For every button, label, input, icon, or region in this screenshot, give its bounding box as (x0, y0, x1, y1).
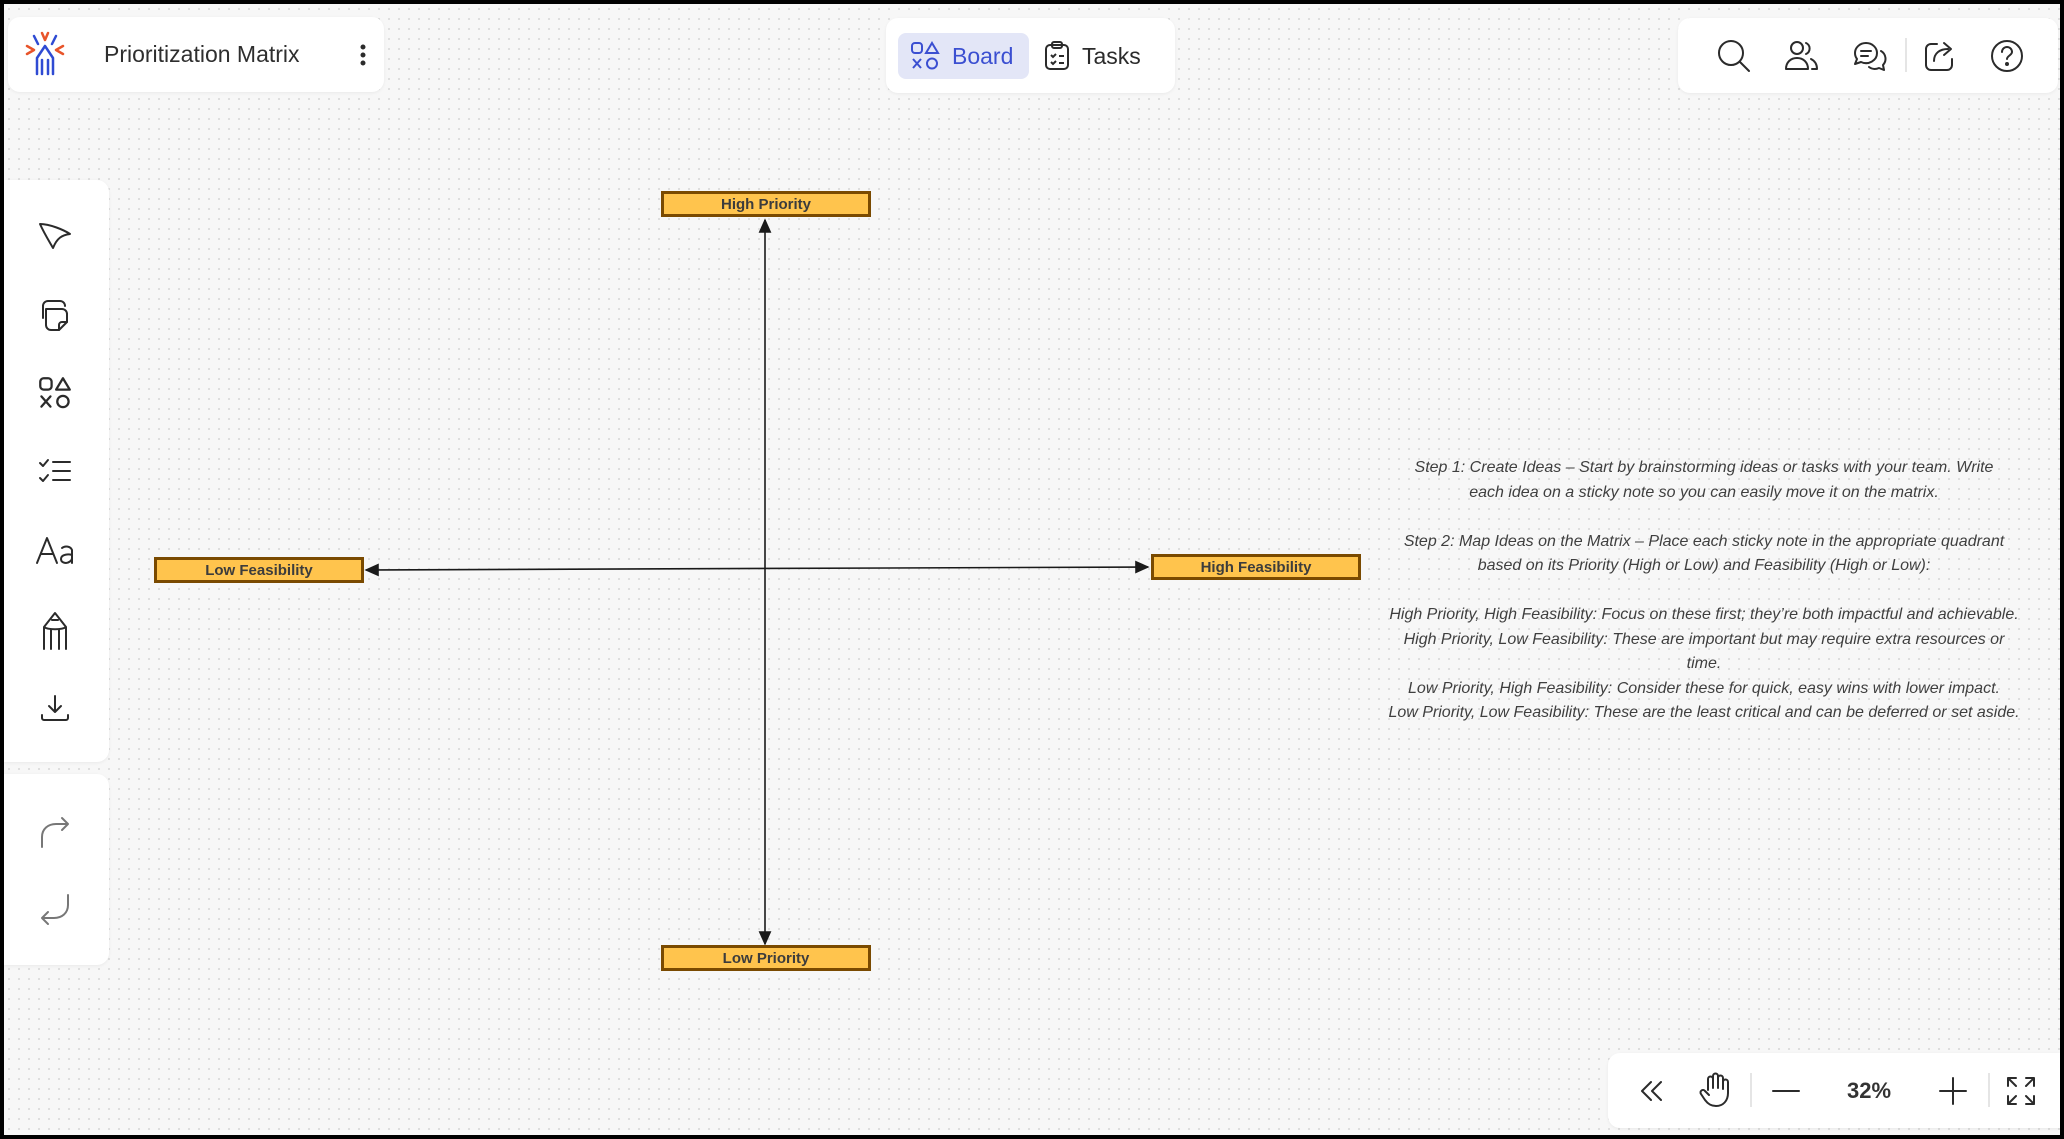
quadrant-high-low: High Priority, Low Feasibility: These ar… (1403, 630, 2005, 673)
share-icon[interactable] (1920, 36, 1960, 76)
fullscreen-icon[interactable] (2001, 1071, 2041, 1111)
zoom-in-icon[interactable] (1933, 1071, 1973, 1111)
toolbar-divider (1905, 38, 1907, 72)
tab-tasks-label: Tasks (1082, 42, 1141, 69)
label-low-priority[interactable]: Low Priority (661, 945, 871, 971)
shapes-icon (911, 41, 940, 70)
help-icon[interactable] (1987, 36, 2027, 76)
text-icon[interactable] (31, 528, 79, 572)
left-toolbar (4, 180, 109, 762)
instruction-step-1: Step 1: Create Ideas – Start by brainsto… (1414, 459, 1994, 501)
tab-board-label: Board (952, 42, 1014, 69)
feasibility-axis (364, 560, 1150, 577)
title-panel: Prioritization Matrix (8, 17, 384, 92)
quadrant-low-high: Low Priority, High Feasibility: Consider… (1408, 679, 2000, 697)
kebab-menu-icon[interactable] (348, 39, 378, 71)
zoom-divider (1750, 1073, 1752, 1107)
clipboard-icon (1045, 41, 1069, 70)
sticky-note-icon[interactable] (33, 293, 77, 337)
comments-icon[interactable] (1849, 36, 1889, 76)
quadrant-high-high: High Priority, High Feasibility: Focus o… (1389, 606, 2019, 623)
quadrant-low-low: Low Priority, Low Feasibility: These are… (1388, 704, 2020, 721)
history-toolbar (4, 774, 109, 965)
top-right-toolbar (1678, 18, 2058, 93)
users-icon[interactable] (1782, 36, 1822, 76)
instruction-step-2: Step 2: Map Ideas on the Matrix – Place … (1403, 532, 2005, 575)
redo-icon[interactable] (33, 810, 77, 854)
undo-icon[interactable] (33, 888, 77, 932)
zoom-out-icon[interactable] (1766, 1071, 1806, 1111)
label-low-feasibility[interactable]: Low Feasibility (154, 557, 364, 583)
instructions-text[interactable]: Step 1: Create Ideas – Start by brainsto… (1384, 456, 2024, 726)
pen-icon[interactable] (33, 608, 77, 654)
search-icon[interactable] (1714, 36, 1754, 76)
zoom-toolbar: 32% (1608, 1053, 2060, 1128)
download-icon[interactable] (33, 686, 77, 730)
zoom-level[interactable]: 32% (1846, 1078, 1892, 1103)
label-high-feasibility[interactable]: High Feasibility (1151, 554, 1361, 580)
view-tabs: Board Tasks (886, 18, 1175, 93)
board-canvas[interactable]: Prioritization Matrix Board Tasks High P… (4, 4, 2060, 1135)
checklist-icon[interactable] (33, 449, 77, 493)
app-logo-icon[interactable] (20, 29, 70, 79)
collapse-icon[interactable] (1632, 1071, 1672, 1111)
board-title[interactable]: Prioritization Matrix (104, 41, 300, 67)
zoom-divider (1988, 1073, 1990, 1107)
label-high-priority[interactable]: High Priority (661, 191, 871, 217)
tab-tasks[interactable]: Tasks (1036, 33, 1166, 79)
shapes-icon[interactable] (33, 371, 77, 415)
hand-pan-icon[interactable] (1695, 1069, 1735, 1111)
select-icon[interactable] (33, 215, 77, 259)
tab-board[interactable]: Board (898, 33, 1029, 79)
